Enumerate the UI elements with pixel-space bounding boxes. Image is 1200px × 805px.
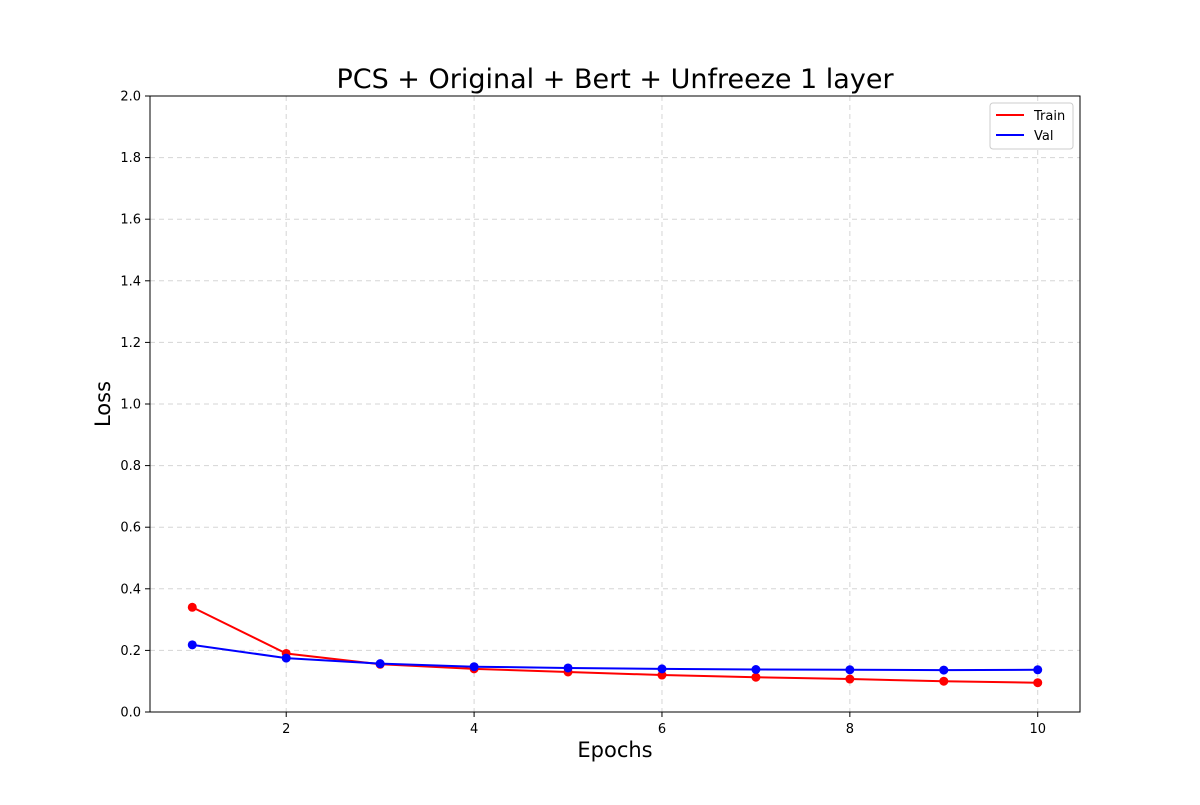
y-tick-label: 1.2 [120, 336, 141, 351]
data-point-train [187, 602, 197, 612]
y-tick-label: 0.2 [120, 644, 141, 659]
y-tick-label: 0.6 [120, 521, 141, 536]
legend: Train Val [989, 102, 1074, 150]
y-tick-label: 1.4 [120, 274, 141, 289]
data-point-train [845, 674, 855, 684]
data-point-val [845, 665, 855, 675]
legend-label-train: Train [1033, 109, 1065, 124]
series-line-val [192, 643, 1038, 672]
data-point-val [1033, 665, 1043, 675]
y-tick-label: 1.8 [120, 151, 141, 166]
x-tick-label: 8 [846, 722, 854, 737]
data-point-val [751, 664, 761, 674]
data-point-val [939, 665, 949, 675]
series-layer [187, 602, 1043, 688]
grid [150, 95, 1080, 713]
x-tick-label: 6 [658, 722, 666, 737]
y-tick-label: 0.4 [120, 582, 141, 597]
data-point-train [939, 676, 949, 686]
y-axis-label: Loss [91, 381, 115, 427]
data-point-val [281, 653, 291, 663]
data-point-train [1033, 678, 1043, 688]
series-train [187, 602, 1043, 688]
data-point-train [657, 670, 667, 680]
data-point-val [563, 663, 573, 673]
chart-title: PCS + Original + Bert + Unfreeze 1 layer [336, 64, 894, 95]
x-tick-label: 4 [470, 722, 478, 737]
x-tick-label: 10 [1029, 722, 1046, 737]
y-tick-label: 1.6 [120, 213, 141, 228]
y-tick-label: 0.8 [120, 459, 141, 474]
x-axis-ticks: 2 4 6 8 10 [282, 712, 1046, 737]
series-line-train [191, 606, 1038, 684]
x-tick-label: 2 [282, 722, 290, 737]
y-axis-ticks: 0.0 0.2 0.4 0.6 0.8 1.0 1.2 1.4 1.6 1.8 2.0 [120, 90, 150, 721]
y-tick-label: 0.0 [120, 706, 141, 721]
data-point-val [187, 640, 197, 650]
data-point-val [375, 659, 385, 669]
data-point-val [469, 662, 479, 672]
data-point-train [751, 672, 761, 682]
series-val [187, 640, 1043, 675]
data-point-val [657, 664, 667, 674]
y-tick-label: 2.0 [120, 90, 141, 105]
y-tick-label: 1.0 [120, 398, 141, 413]
x-axis-label: Epochs [577, 738, 652, 762]
legend-label-val: Val [1034, 129, 1053, 144]
